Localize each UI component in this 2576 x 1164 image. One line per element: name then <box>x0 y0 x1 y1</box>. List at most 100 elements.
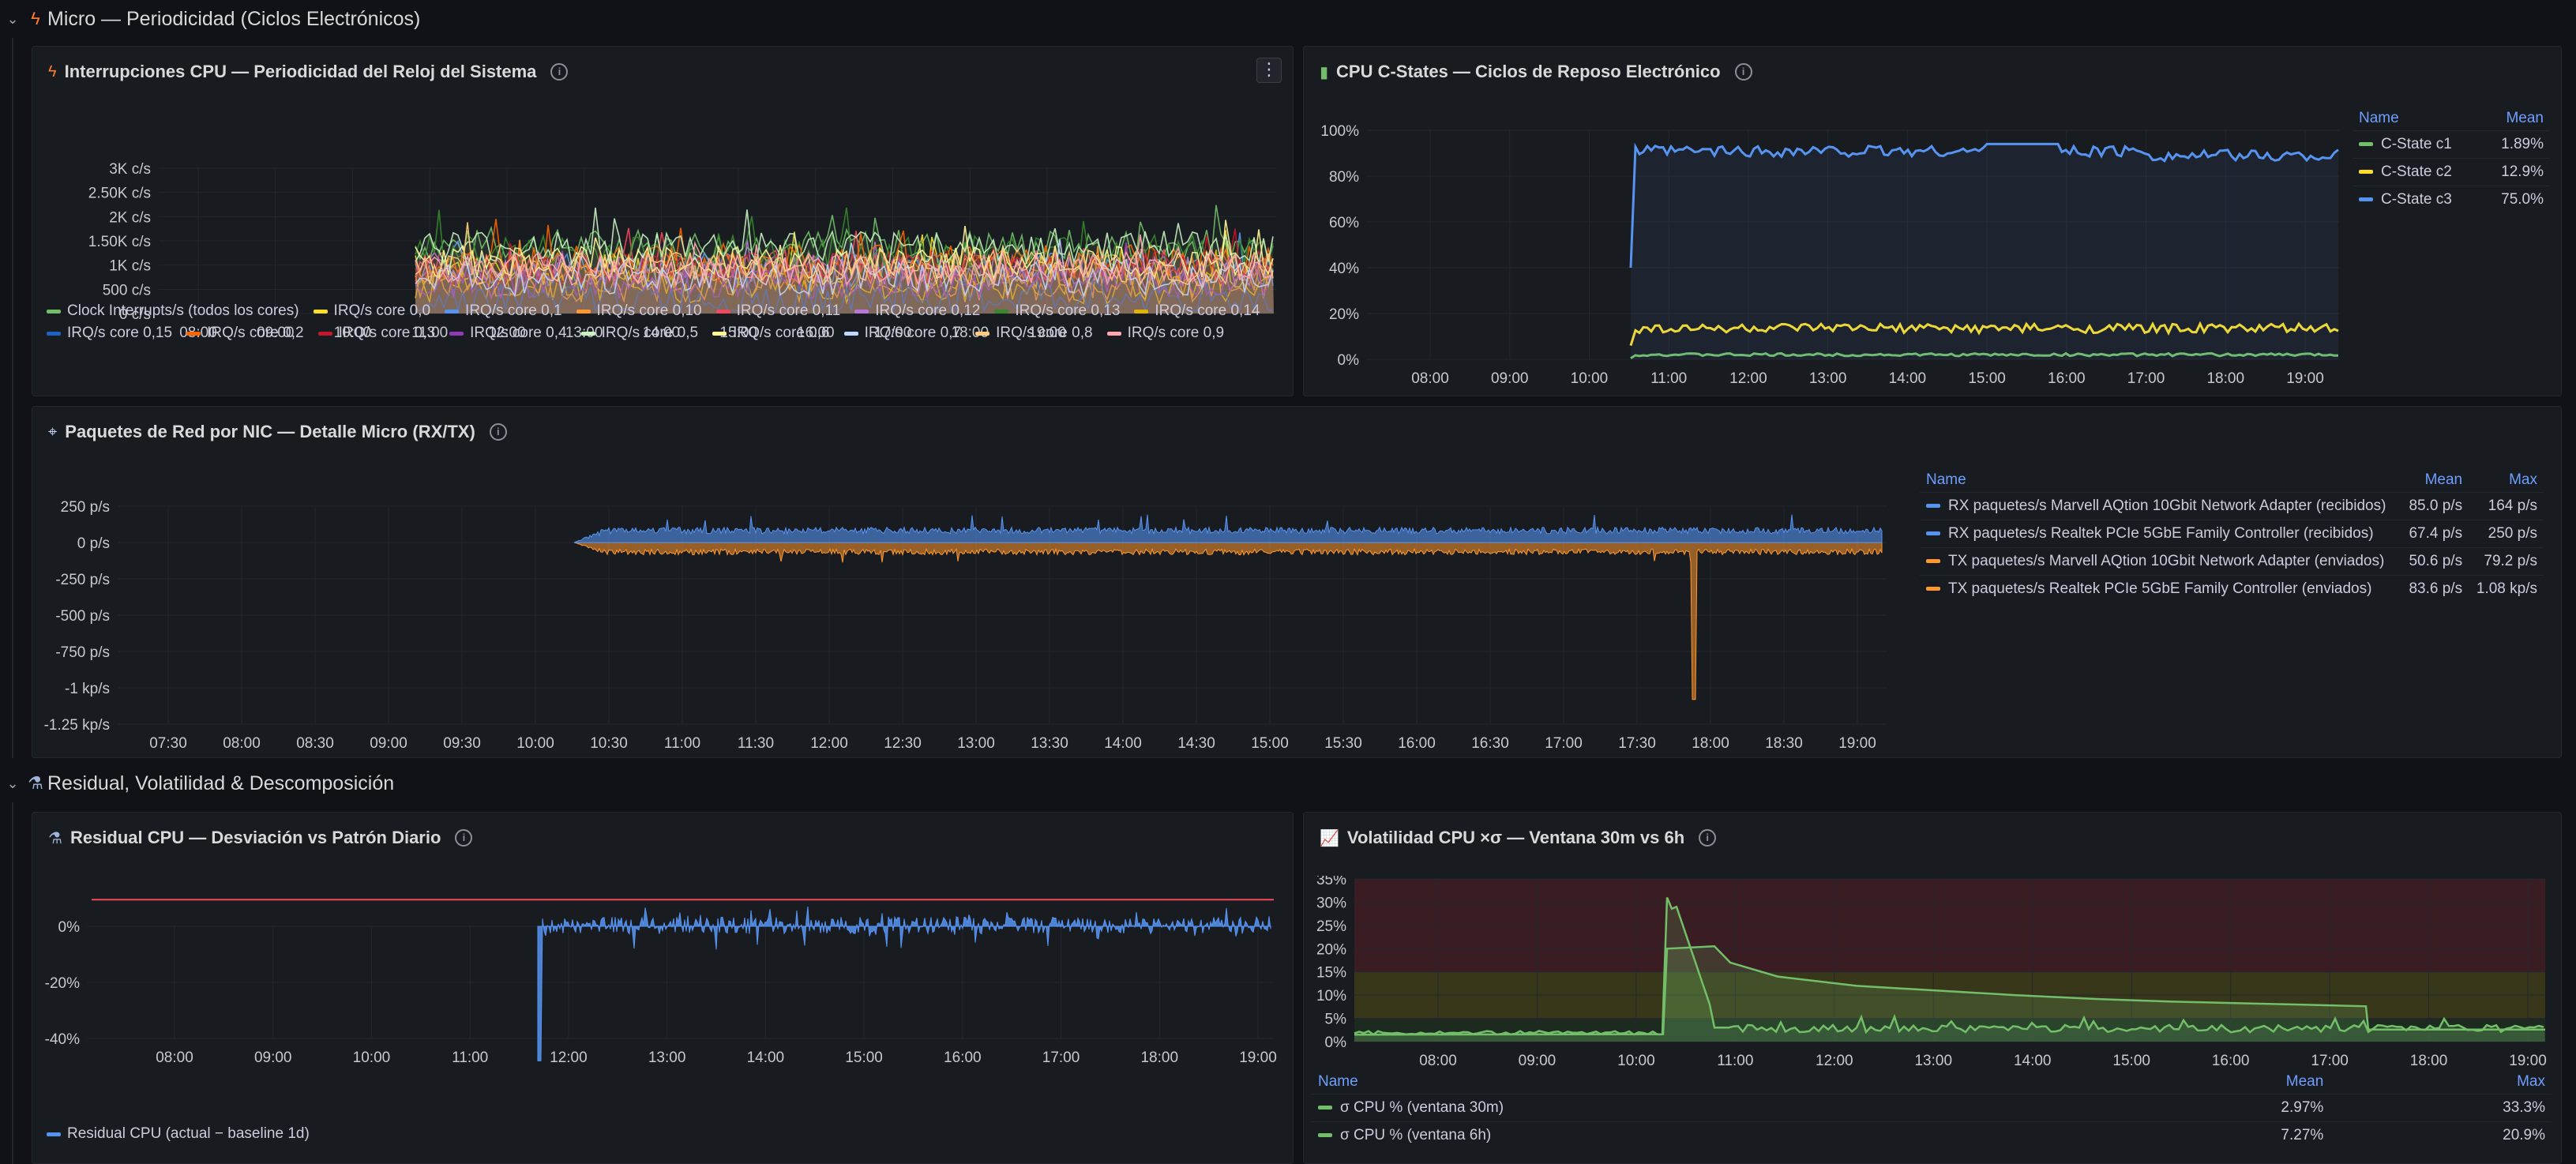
y-tick-label: 5% <box>1325 1012 1347 1028</box>
chart-residual: 0% -20% -40% 08:00 09:00 10:00 11:00 12:00 13:00… <box>45 899 1277 1066</box>
info-icon[interactable]: i <box>489 423 507 441</box>
panel-residual: ⚗ Residual CPU — Desviación vs Patrón Di… <box>32 812 1294 1164</box>
x-tick-label: 19:00 <box>1239 1049 1277 1066</box>
legend-label: IRQ/s core 0,15 <box>67 325 173 341</box>
x-tick-label: 13:00 <box>1914 1053 1952 1069</box>
legend-max: 164 p/s <box>2469 492 2544 520</box>
panel-title-text: Residual CPU — Desviación vs Patrón Diar… <box>69 828 441 847</box>
legend-label: IRQ/s core 0,7 <box>864 325 962 341</box>
legend-item[interactable]: IRQ/s core 0,7 <box>843 325 962 342</box>
legend-item[interactable]: IRQ/s core 0,9 <box>1106 325 1224 342</box>
x-tick-label: 12:00 <box>810 735 848 752</box>
legend-item[interactable]: IRQ/s core 0,2 <box>186 325 304 342</box>
legend-row[interactable]: TX paquetes/s Realtek PCIe 5GbE Family C… <box>1920 575 2544 603</box>
legend-label: IRQ/s core 0,10 <box>596 302 702 319</box>
legend-max: 33.3% <box>2330 1094 2552 1122</box>
x-tick-label: 12:00 <box>1816 1053 1853 1069</box>
legend-row[interactable]: C-State c2 12.9% <box>2353 158 2550 186</box>
panel-cstates: ▮ CPU C-States — Ciclos de Reposo Electr… <box>1303 46 2562 396</box>
x-tick-label: 16:00 <box>2212 1053 2250 1069</box>
x-tick-label: 15:30 <box>1324 735 1362 752</box>
x-tick-label: 10:00 <box>334 325 372 341</box>
x-tick-label: 14:30 <box>1177 735 1215 752</box>
series-area <box>415 239 1274 314</box>
legend-row[interactable]: C-State c3 75.0% <box>2353 186 2550 213</box>
legend-row[interactable]: σ CPU % (ventana 6h) 7.27% 20.9% <box>1312 1121 2552 1149</box>
legend-mean: 1.89% <box>2482 130 2550 159</box>
legend-item[interactable]: Clock Interrupts/s (todos los cores) <box>47 302 299 320</box>
legend-label: IRQ/s core 0,11 <box>736 302 841 319</box>
legend-item[interactable]: IRQ/s core 0,14 <box>1134 302 1260 320</box>
x-tick-label: 13:00 <box>648 1049 686 1066</box>
legend-item[interactable]: IRQ/s core 0,5 <box>580 325 699 342</box>
chart-icon: 📈 <box>1320 829 1339 847</box>
legend-row[interactable]: TX paquetes/s Marvell AQtion 10Gbit Netw… <box>1920 547 2544 576</box>
legend-row[interactable]: RX paquetes/s Marvell AQtion 10Gbit Netw… <box>1920 492 2544 520</box>
legend-max: 79.2 p/s <box>2469 547 2544 576</box>
legend-label: IRQ/s core 0,13 <box>1015 302 1121 319</box>
info-icon[interactable]: i <box>550 63 569 81</box>
chevron-down-icon[interactable]: ⌄ <box>6 10 19 27</box>
x-tick-label: 16:30 <box>1471 735 1509 752</box>
y-tick-label: 0 p/s <box>77 535 110 552</box>
info-icon[interactable]: i <box>1734 63 1752 81</box>
legend-item[interactable]: IRQ/s core 0,8 <box>975 325 1093 342</box>
legend-header-name[interactable]: Name <box>1318 1073 1358 1090</box>
legend-swatch <box>712 331 727 336</box>
series-area <box>415 235 1274 314</box>
x-tick-label: 10:30 <box>590 735 628 752</box>
legend-header-name[interactable]: Name <box>2359 110 2399 126</box>
lightning-icon: ϟ <box>31 9 40 28</box>
legend-item[interactable]: IRQ/s core 0,4 <box>449 325 567 342</box>
legend-mean: 67.4 p/s <box>2401 520 2469 548</box>
row-header-micro[interactable]: ⌄ ϟ Micro — Periodicidad (Ciclos Electró… <box>0 0 420 38</box>
legend-mean: 50.6 p/s <box>2401 547 2469 576</box>
x-tick-label: 14:00 <box>643 325 681 341</box>
legend-header-mean[interactable]: Mean <box>2285 1073 2324 1090</box>
legend-header-name[interactable]: Name <box>1926 471 1966 488</box>
legend-label: C-State c3 <box>2381 191 2452 208</box>
y-tick-label: 40% <box>1329 261 1359 277</box>
legend-item[interactable]: IRQ/s core 0,1 <box>445 302 562 320</box>
legend-swatch <box>317 331 332 336</box>
info-icon[interactable]: i <box>455 829 473 847</box>
legend-item[interactable]: IRQ/s core 0,15 <box>47 325 172 342</box>
x-tick-label: 19:00 <box>1838 735 1876 752</box>
legend-item[interactable]: IRQ/s core 0,11 <box>715 302 841 320</box>
info-icon[interactable]: i <box>1699 829 1717 847</box>
x-tick-label: 16:00 <box>2048 370 2086 387</box>
x-tick-label: 16:00 <box>797 325 835 341</box>
legend-label: RX paquetes/s Marvell AQtion 10Gbit Netw… <box>1948 498 2386 514</box>
row-header-residual[interactable]: ⌄ ⚗ Residual, Volatilidad & Descomposici… <box>0 764 394 802</box>
legend-row[interactable]: RX paquetes/s Realtek PCIe 5GbE Family C… <box>1920 520 2544 548</box>
legend-header-mean[interactable]: Mean <box>2424 471 2463 488</box>
legend-row[interactable]: C-State c1 1.89% <box>2353 130 2550 159</box>
series-line <box>415 234 1274 288</box>
x-tick-label: 14:00 <box>2014 1053 2052 1069</box>
legend-table-net: Name Mean Max RX paquetes/s Marvell AQtion … <box>1920 468 2544 603</box>
legend-item[interactable]: IRQ/s core 0,0 <box>313 302 430 320</box>
legend-item[interactable]: IRQ/s core 0,6 <box>712 325 830 342</box>
legend-swatch <box>47 1132 61 1136</box>
legend-header-mean[interactable]: Mean <box>2506 110 2544 126</box>
legend-header-max[interactable]: Max <box>2517 1073 2545 1090</box>
legend-item[interactable]: IRQ/s core 0,13 <box>994 302 1120 320</box>
series-area <box>415 227 1274 314</box>
legend-item[interactable]: IRQ/s core 0,12 <box>854 302 980 320</box>
chevron-down-icon[interactable]: ⌄ <box>6 775 19 791</box>
legend-row[interactable]: σ CPU % (ventana 30m) 2.97% 33.3% <box>1312 1094 2552 1122</box>
legend-header-max[interactable]: Max <box>2509 471 2537 488</box>
panel-title-text: CPU C-States — Ciclos de Reposo Electrón… <box>1336 62 1721 81</box>
legend-swatch <box>975 331 990 336</box>
legend-swatch <box>449 331 464 336</box>
y-tick-label: 20% <box>1316 941 1346 958</box>
panel-menu-button[interactable]: ⋮ <box>1256 58 1282 83</box>
y-tick-label: 25% <box>1316 918 1346 935</box>
legend-item[interactable]: IRQ/s core 0,10 <box>576 302 702 320</box>
legend-label: IRQ/s core 0,5 <box>601 325 699 341</box>
x-tick-label: 18:00 <box>951 325 989 341</box>
panel-irq: ϟ Interrupciones CPU — Periodicidad del … <box>32 46 1294 396</box>
legend-item[interactable]: Residual CPU (actual − baseline 1d) <box>47 1125 310 1143</box>
legend-item[interactable]: IRQ/s core 0,3 <box>317 325 435 342</box>
legend-label: Residual CPU (actual − baseline 1d) <box>67 1125 310 1142</box>
